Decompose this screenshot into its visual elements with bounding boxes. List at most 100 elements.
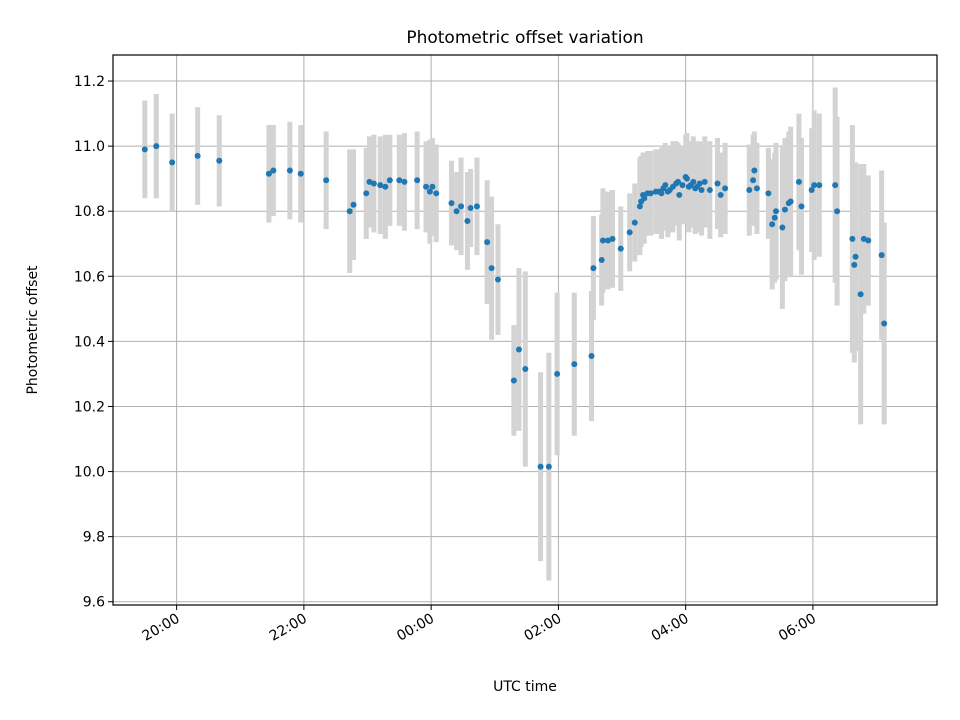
y-tick-label: 10.2 [74, 399, 105, 415]
data-point [781, 206, 788, 213]
data-point [714, 180, 721, 187]
data-point [488, 265, 495, 272]
data-point [769, 221, 776, 228]
data-point [429, 183, 436, 190]
data-point [537, 463, 544, 470]
data-point [598, 257, 605, 264]
data-point [706, 187, 713, 194]
data-point [588, 353, 595, 360]
y-tick-label: 11.2 [74, 74, 105, 90]
data-point [690, 178, 697, 185]
data-point [194, 152, 201, 159]
data-point [265, 170, 272, 177]
data-point [676, 191, 683, 198]
point-layer [141, 143, 888, 470]
data-point [433, 190, 440, 197]
data-point [683, 175, 690, 182]
data-point [370, 180, 377, 187]
data-point [216, 157, 223, 164]
data-point [169, 159, 176, 166]
data-point [377, 182, 384, 189]
data-point [771, 214, 778, 221]
y-axis-ticks: 9.6 9.8 10.0 10.2 10.4 10.6 10.8 11.0 11.2 [74, 74, 113, 611]
data-point [765, 190, 772, 197]
data-point [401, 178, 408, 185]
data-point [510, 377, 517, 384]
data-point [426, 188, 433, 195]
data-point [647, 190, 654, 197]
data-point [396, 177, 403, 184]
data-point [599, 237, 606, 244]
data-point [798, 203, 805, 210]
data-point [641, 195, 648, 202]
data-point [464, 217, 471, 224]
y-axis-label: Photometric offset [25, 265, 41, 395]
y-tick-label: 10.8 [74, 204, 105, 220]
data-point [701, 178, 708, 185]
data-point [816, 182, 823, 189]
x-axis-label: UTC time [493, 679, 557, 695]
data-point [554, 370, 561, 377]
data-point [522, 366, 529, 373]
data-point [779, 224, 786, 231]
axes-frame [112, 54, 938, 606]
data-point [414, 177, 421, 184]
data-point [590, 265, 597, 272]
data-point [448, 200, 455, 207]
data-point [515, 346, 522, 353]
data-point [626, 229, 633, 236]
data-point [270, 167, 277, 174]
y-tick-label: 10.6 [74, 269, 105, 285]
data-point [636, 203, 643, 210]
data-point [141, 146, 148, 153]
data-point [679, 182, 686, 189]
data-point [286, 167, 293, 174]
data-point [423, 183, 430, 190]
data-point [795, 178, 802, 185]
data-point [473, 203, 480, 210]
data-point [662, 182, 669, 189]
data-point [617, 245, 624, 252]
y-tick-label: 10.0 [74, 465, 105, 481]
data-point [865, 237, 872, 244]
data-point [857, 291, 864, 298]
data-point [696, 180, 703, 187]
data-point [571, 361, 578, 368]
data-point [631, 219, 638, 226]
data-point [458, 203, 465, 210]
data-point [832, 182, 839, 189]
data-point [609, 235, 616, 242]
data-point [722, 185, 729, 192]
y-tick-label: 9.6 [83, 595, 105, 611]
data-point [834, 208, 841, 215]
data-point [323, 177, 330, 184]
data-point [386, 177, 393, 184]
data-point [658, 190, 665, 197]
data-point [750, 177, 757, 184]
data-point [545, 463, 552, 470]
data-point [808, 187, 815, 194]
y-tick-label: 9.8 [83, 530, 105, 546]
data-point [811, 182, 818, 189]
data-point [717, 191, 724, 198]
data-point [698, 187, 705, 194]
data-point [453, 208, 460, 215]
data-point [746, 187, 753, 194]
data-point [851, 261, 858, 268]
data-point [878, 252, 885, 259]
data-point [153, 143, 160, 150]
data-point [881, 320, 888, 327]
data-point [753, 185, 760, 192]
data-point [484, 239, 491, 246]
data-point [787, 198, 794, 205]
data-point [346, 208, 353, 215]
data-point [773, 208, 780, 215]
data-point [852, 253, 859, 260]
data-point [382, 183, 389, 190]
chart-title: Photometric offset variation [406, 28, 643, 48]
data-point [751, 167, 758, 174]
data-point [297, 170, 304, 177]
y-tick-label: 11.0 [74, 139, 105, 155]
data-point [849, 235, 856, 242]
